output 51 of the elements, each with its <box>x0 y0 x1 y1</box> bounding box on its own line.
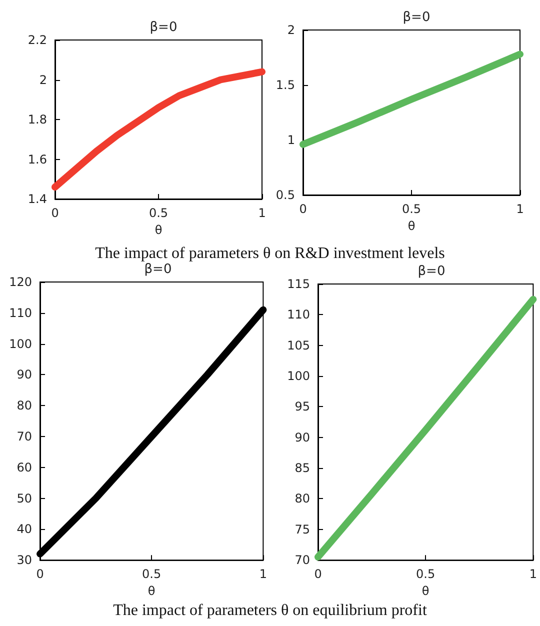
text: The impact of parameters θ on R&D investment levels <box>94 245 446 263</box>
y-tick-label: 90 <box>294 430 310 444</box>
y-tick-label: 80 <box>294 492 310 506</box>
y-tick-label: 1.5 <box>276 78 295 92</box>
x-tick-label: 0.5 <box>402 202 422 216</box>
y-tick-label: 100 <box>9 336 32 351</box>
chart-title: β=0 <box>418 264 446 279</box>
x-axis-title: θ <box>154 222 162 237</box>
x-tick-label: 0 <box>51 206 59 220</box>
x-tick-label: 0 <box>36 567 44 582</box>
y-tick-label: 1.8 <box>28 112 47 126</box>
y-tick-label: 120 <box>9 275 32 289</box>
y-tick-label: 110 <box>9 306 32 320</box>
y-tick-label: 85 <box>294 461 310 476</box>
x-tick-label: 0 <box>299 202 307 216</box>
y-tick-label: 50 <box>16 491 32 506</box>
y-tick-label: 0.5 <box>276 188 295 202</box>
x-axis-title: θ <box>422 584 430 598</box>
y-tick-label: 2 <box>287 23 295 37</box>
y-tick-label: 2.2 <box>28 33 47 47</box>
y-tick-label: 80 <box>16 398 32 413</box>
x-tick-label: 0 <box>314 567 322 582</box>
x-tick-label: 1 <box>529 567 538 582</box>
chart-title: β=0 <box>402 10 430 25</box>
y-tick-label: 70 <box>294 553 310 568</box>
x-tick-label: 1 <box>516 202 524 216</box>
y-tick-label: 110 <box>287 308 310 322</box>
y-tick-label: 95 <box>294 400 310 414</box>
x-tick-label: 0.5 <box>148 206 168 220</box>
y-tick-label: 1.6 <box>28 152 47 166</box>
x-axis-title: θ <box>408 218 416 233</box>
chart-title: β=0 <box>144 262 172 277</box>
chart-title: β=0 <box>150 20 178 35</box>
x-tick-label: 0.5 <box>142 567 162 582</box>
x-tick-label: 1 <box>259 567 268 582</box>
text: The impact of parameters θ on equilibrium profit <box>112 602 428 620</box>
x-axis-title: θ <box>148 584 156 598</box>
y-tick-label: 30 <box>16 553 32 568</box>
y-tick-label: 75 <box>294 522 310 536</box>
y-tick-label: 1 <box>287 133 295 147</box>
y-tick-label: 60 <box>16 460 32 474</box>
y-tick-label: 115 <box>287 277 310 291</box>
x-tick-label: 0.5 <box>416 567 436 582</box>
y-tick-label: 90 <box>16 368 32 382</box>
y-tick-label: 105 <box>287 338 310 352</box>
y-tick-label: 40 <box>16 522 32 536</box>
y-tick-label: 2 <box>39 72 47 87</box>
y-tick-label: 1.4 <box>28 192 47 206</box>
y-tick-label: 100 <box>287 369 310 384</box>
x-tick-label: 1 <box>258 206 266 220</box>
y-tick-label: 70 <box>16 430 32 444</box>
